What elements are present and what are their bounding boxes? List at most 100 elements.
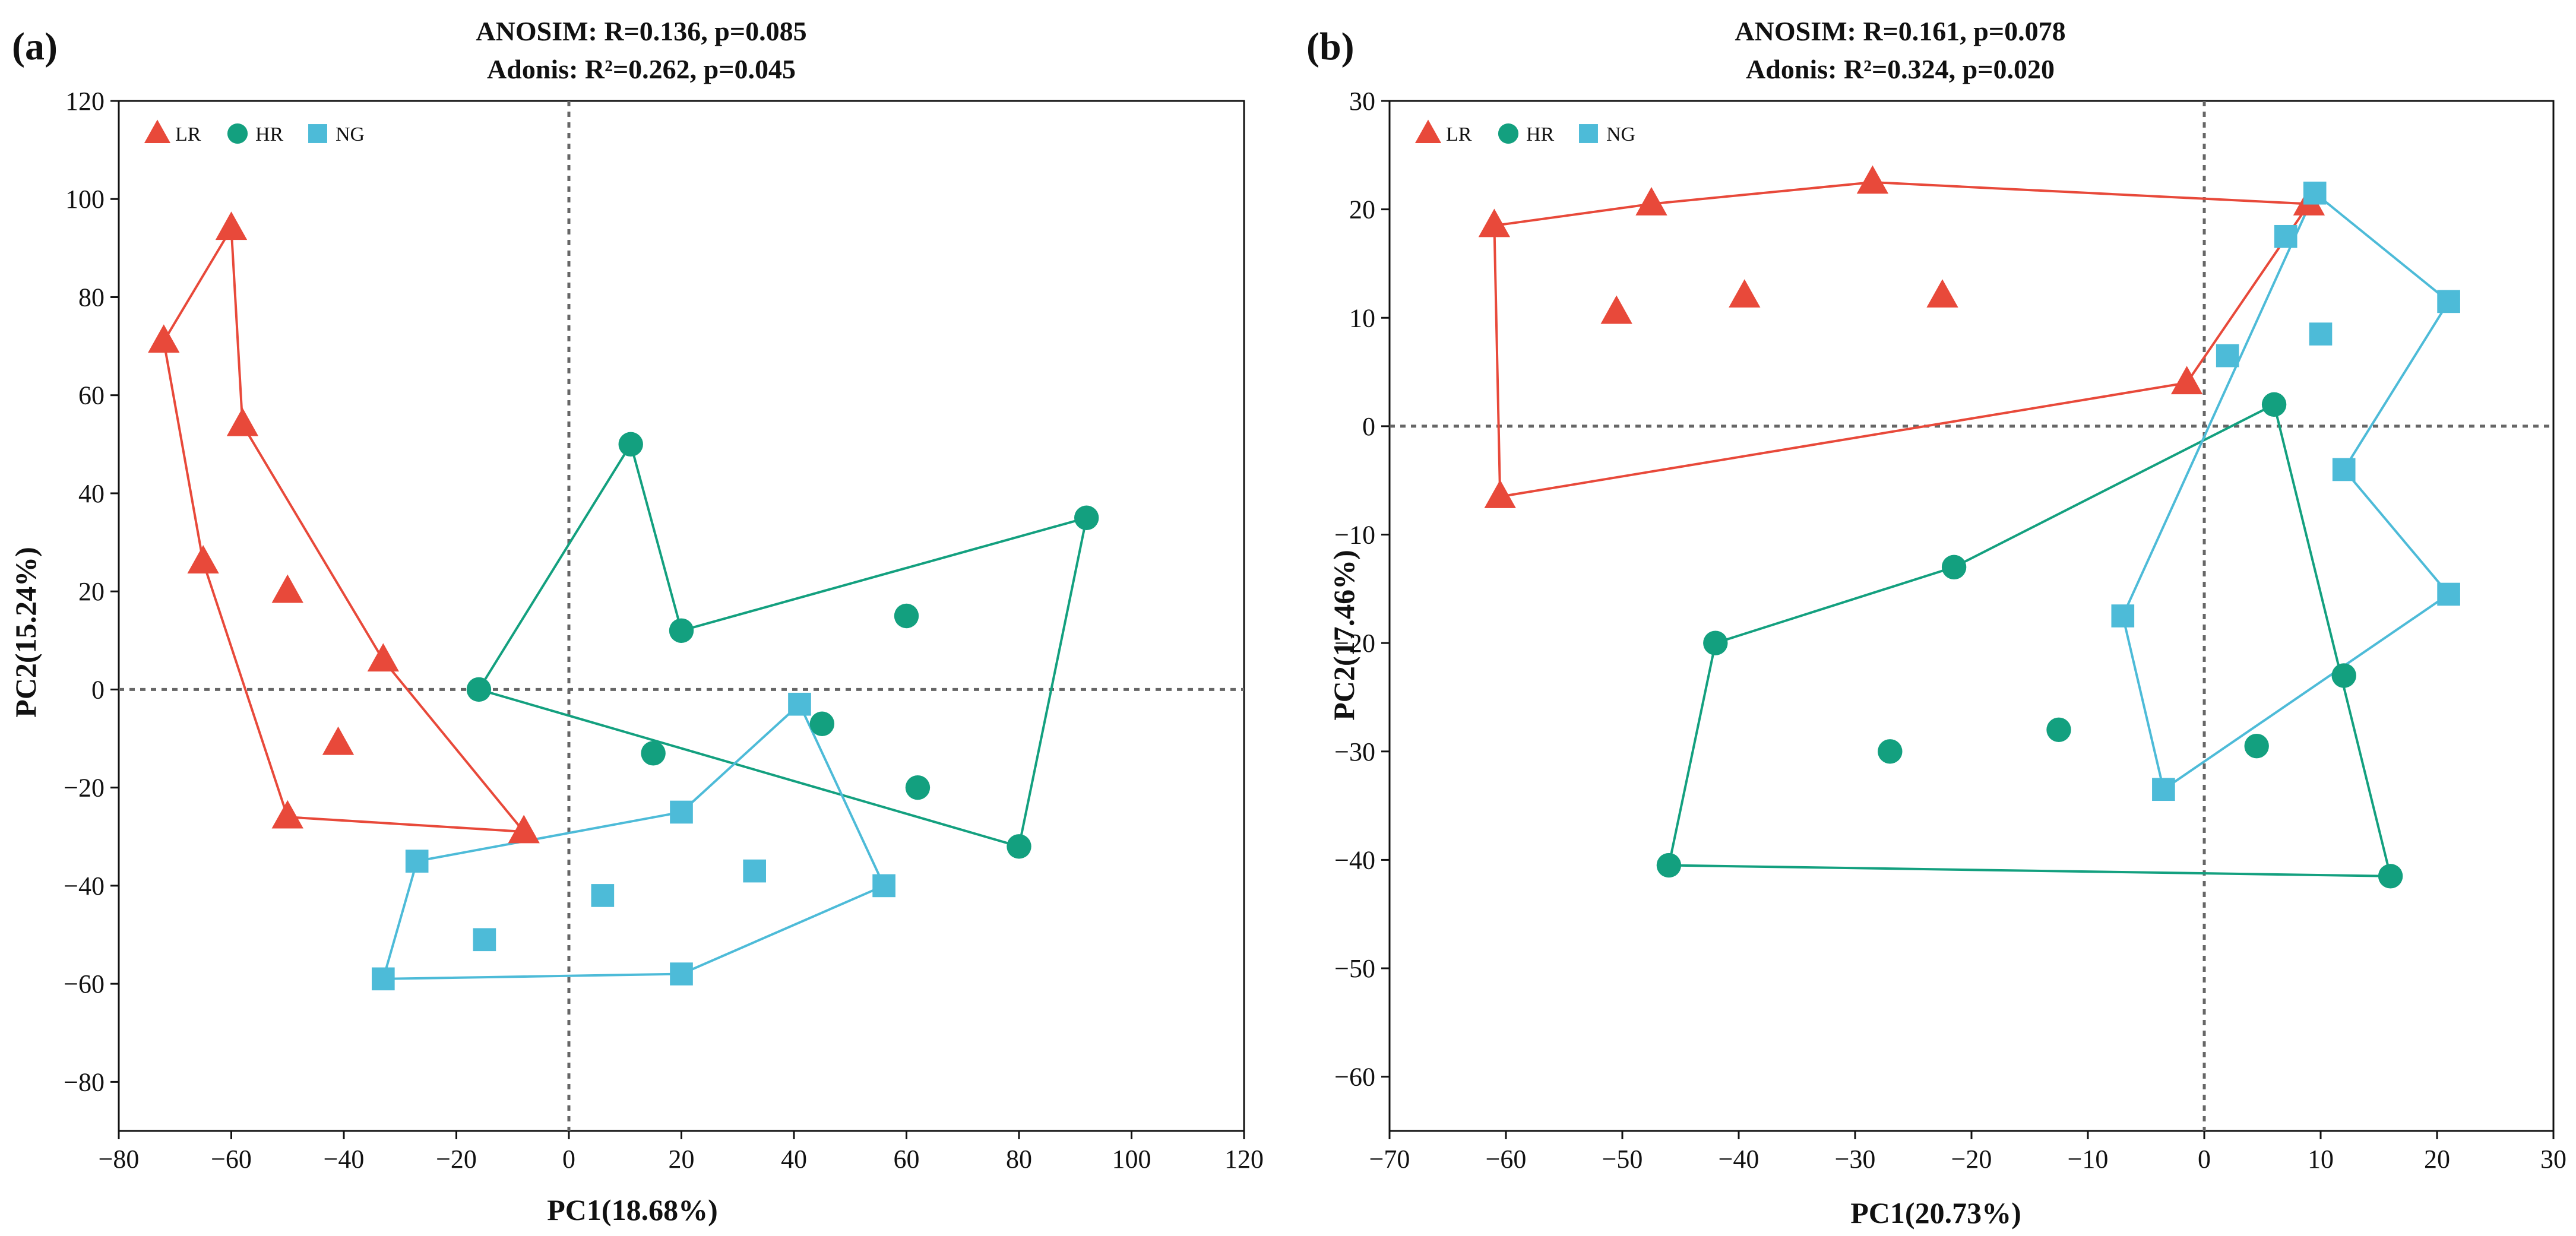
panel-b-point-hr: [2261, 392, 2287, 417]
panel-a-point-hr: [641, 741, 666, 766]
panel-b-x-tick-label: −40: [1719, 1145, 1759, 1174]
panel-b-point-ng: [2303, 181, 2327, 205]
panel-b-x-tick-label: 30: [2540, 1145, 2566, 1174]
panel-a-point-lr: [215, 211, 248, 240]
panel-b-point-ng: [2274, 224, 2297, 248]
panel-b-legend-marker-ng: [1579, 124, 1598, 143]
panel-b-point-lr: [1635, 186, 1667, 215]
panel-a-y-tick-label: 80: [78, 283, 105, 312]
panel-b-y-tick-label: −10: [1334, 521, 1375, 550]
panel-b-point-ng: [2152, 778, 2175, 801]
panel-a-point-hr: [466, 677, 492, 702]
panel-b-point-lr: [1926, 279, 1958, 308]
panel-a-point-lr: [187, 545, 219, 573]
panel-b-y-tick-label: 30: [1349, 87, 1375, 116]
panel-b-x-tick-label: −30: [1835, 1145, 1876, 1174]
panel-a-legend-label-ng: NG: [336, 123, 365, 145]
panel-a-point-hr: [618, 432, 643, 457]
panel-a-legend-label-hr: HR: [255, 123, 284, 145]
panel-b-point-ng: [2309, 322, 2333, 346]
panel-a-hull-lr: [162, 224, 527, 833]
panel-b-legend-label-lr: LR: [1446, 123, 1472, 145]
panel-a-hull-ng: [381, 702, 886, 980]
panel-a-y-tick-label: −20: [64, 774, 105, 803]
panel-a-x-tick-label: 20: [669, 1145, 695, 1174]
panel-b-point-ng: [2437, 582, 2460, 606]
panel-b: (b) ANOSIM: R=0.161, p=0.078 Adonis: R²=…: [1306, 16, 2566, 1229]
panel-b-x-tick-label: −20: [1951, 1145, 1992, 1174]
panel-b-hull-hr: [1667, 403, 2393, 877]
panel-a-hull-hr: [477, 441, 1088, 848]
panel-b-y-tick-label: −50: [1334, 954, 1375, 983]
panel-b-point-ng: [2216, 344, 2239, 367]
panel-a-plot: −80 −60 −40 −20 0 20 40 60 80 100 120 −80 −60 −40 −20 0…: [64, 87, 1264, 1174]
panel-a-y-tick-label: 40: [78, 479, 105, 508]
panel-b-point-lr: [2170, 366, 2203, 395]
panel-a-x-tick-label: −80: [99, 1145, 140, 1174]
panel-b-y-tick-label: 10: [1349, 303, 1375, 332]
panel-b-x-tick-label: −10: [2068, 1145, 2109, 1174]
panel-a-point-lr: [322, 726, 355, 755]
panel-b-point-lr: [1856, 165, 1889, 194]
panel-b-x-tick-label: 0: [2198, 1145, 2211, 1174]
panel-b-y-tick-label: −40: [1334, 845, 1375, 874]
panel-b-label: (b): [1306, 25, 1355, 68]
panel-b-legend-label-hr: HR: [1526, 123, 1555, 145]
panel-a-point-hr: [1007, 834, 1031, 859]
panel-a-point-hr: [669, 618, 694, 643]
panel-b-y-axis-title: PC2(17.46%): [1327, 550, 1360, 720]
panel-a-x-tick-label: 120: [1224, 1145, 1264, 1174]
panel-b-point-lr: [1478, 208, 1511, 237]
panel-a-x-tick-label: 80: [1006, 1145, 1032, 1174]
panel-b-point-hr: [1878, 739, 1903, 764]
panel-b-frame: [1388, 100, 2555, 1132]
panel-a-y-axis-title: PC2(15.24%): [9, 547, 42, 717]
panel-a-point-ng: [872, 874, 895, 898]
panel-a-legend-marker-ng: [308, 124, 327, 143]
panel-b-y-tick-label: 0: [1362, 412, 1375, 441]
panel-a-point-hr: [809, 711, 835, 736]
panel-a-x-tick-label: 40: [781, 1145, 807, 1174]
panel-a-y-tick-label: −40: [64, 871, 105, 901]
panel-b-y-tick-label: −30: [1334, 737, 1375, 766]
panel-b-legend-marker-lr: [1414, 119, 1442, 143]
panel-b-point-hr: [1941, 554, 1967, 580]
panel-b-x-tick-label: −70: [1369, 1145, 1410, 1174]
panel-a-x-tick-label: 60: [894, 1145, 920, 1174]
panel-a-point-hr: [894, 603, 919, 629]
panel-a-y-tick-label: 60: [78, 381, 105, 410]
panel-a-point-ng: [473, 928, 496, 952]
panel-a-anosim-annotation: ANOSIM: R=0.136, p=0.085: [476, 16, 806, 46]
panel-a-point-lr: [271, 574, 303, 603]
panel-a-x-tick-label: −40: [324, 1145, 365, 1174]
panel-a-point-ng: [743, 859, 766, 883]
panel-b-x-tick-label: 20: [2424, 1145, 2450, 1174]
panel-a-point-lr: [148, 324, 180, 353]
panel-a-point-lr: [271, 800, 303, 829]
panel-b-x-tick-label: −50: [1602, 1145, 1643, 1174]
panel-a-y-tick-label: 20: [78, 577, 105, 606]
panel-a-point-ng: [591, 884, 615, 907]
panel-b-point-hr: [2046, 717, 2071, 742]
panel-b-legend-marker-hr: [1498, 123, 1519, 144]
panel-b-hull-ng: [2121, 191, 2451, 792]
panel-b-x-axis-title: PC1(20.73%): [1850, 1196, 2021, 1229]
panel-a-y-tick-label: −80: [64, 1067, 105, 1096]
panel-b-point-ng: [2111, 604, 2135, 627]
panel-a: (a) ANOSIM: R=0.136, p=0.085 Adonis: R²=…: [9, 16, 1264, 1227]
panel-a-point-lr: [367, 643, 400, 672]
panel-b-point-ng: [2332, 458, 2356, 481]
panel-b-y-tick-label: −60: [1334, 1063, 1375, 1092]
panel-a-y-tick-label: 0: [91, 675, 105, 704]
panel-a-y-tick-label: 120: [65, 87, 105, 116]
panel-a-point-ng: [405, 850, 429, 873]
panel-a-point-hr: [905, 775, 931, 800]
panel-b-point-hr: [2378, 864, 2403, 889]
panel-b-anosim-annotation: ANOSIM: R=0.161, p=0.078: [1735, 16, 2065, 46]
panel-b-x-tick-label: 10: [2308, 1145, 2334, 1174]
panel-b-point-hr: [1703, 630, 1728, 655]
panel-b-point-hr: [1656, 852, 1682, 878]
panel-a-x-tick-label: 0: [562, 1145, 575, 1174]
panel-a-legend-marker-hr: [227, 123, 248, 144]
